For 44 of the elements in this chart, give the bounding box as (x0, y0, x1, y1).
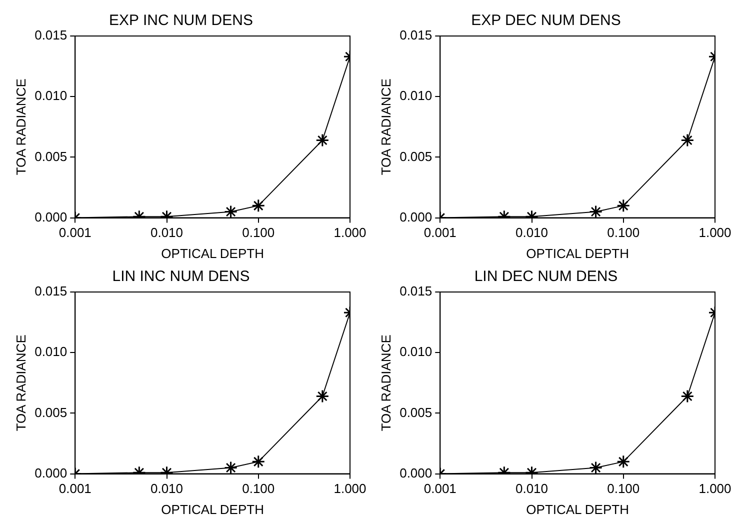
y-tick-label: 0.010 (34, 88, 68, 104)
x-tick-label: 0.010 (515, 225, 548, 240)
chart-title: LIN DEC NUM DENS (474, 268, 618, 286)
x-tick-label: 0.001 (424, 481, 456, 496)
x-axis-title: OPTICAL DEPTH (161, 502, 264, 517)
x-tick-label: 1.000 (334, 481, 366, 496)
x-axis-title: OPTICAL DEPTH (526, 246, 629, 261)
x-tick-label: 0.010 (150, 225, 184, 240)
y-axis-title: TOA RADIANCE (13, 78, 28, 176)
x-tick-label: 0.100 (242, 225, 275, 240)
y-tick-label: 0.005 (34, 404, 68, 420)
x-axis-title: OPTICAL DEPTH (526, 502, 629, 517)
y-axis-title: TOA RADIANCE (378, 78, 394, 176)
y-tick-label: 0.015 (400, 28, 432, 43)
y-tick-label: 0.000 (34, 209, 68, 224)
y-axis-title: TOA RADIANCE (13, 334, 28, 432)
x-tick-label: 0.010 (150, 481, 184, 496)
x-tick-label: 0.100 (607, 225, 640, 240)
y-tick-label: 0.010 (400, 344, 432, 360)
x-tick-label: 0.100 (607, 481, 640, 496)
x-tick-label: 0.001 (58, 225, 92, 240)
chart-title: LIN INC NUM DENS (112, 268, 250, 286)
y-tick-label: 0.015 (34, 284, 68, 299)
chart-title: EXP DEC NUM DENS (471, 12, 621, 30)
x-tick-label: 1.000 (698, 225, 732, 240)
y-axis-title: TOA RADIANCE (378, 334, 394, 432)
y-tick-label: 0.015 (34, 28, 68, 43)
y-tick-label: 0.010 (400, 88, 432, 104)
y-tick-label: 0.005 (34, 148, 68, 164)
x-axis-title: OPTICAL DEPTH (161, 246, 264, 261)
x-tick-label: 1.000 (698, 481, 732, 496)
y-tick-label: 0.015 (400, 284, 432, 299)
y-tick-label: 0.005 (400, 404, 432, 420)
y-tick-label: 0.000 (34, 465, 68, 480)
x-tick-label: 1.000 (334, 225, 366, 240)
x-tick-label: 0.001 (424, 225, 456, 240)
x-tick-label: 0.100 (242, 481, 275, 496)
chart-title: EXP INC NUM DENS (109, 12, 253, 30)
x-tick-label: 0.001 (58, 481, 92, 496)
y-tick-label: 0.000 (400, 209, 432, 224)
x-tick-label: 0.010 (515, 481, 548, 496)
y-tick-label: 0.005 (400, 148, 432, 164)
y-tick-label: 0.010 (34, 344, 68, 360)
y-tick-label: 0.000 (400, 465, 432, 480)
